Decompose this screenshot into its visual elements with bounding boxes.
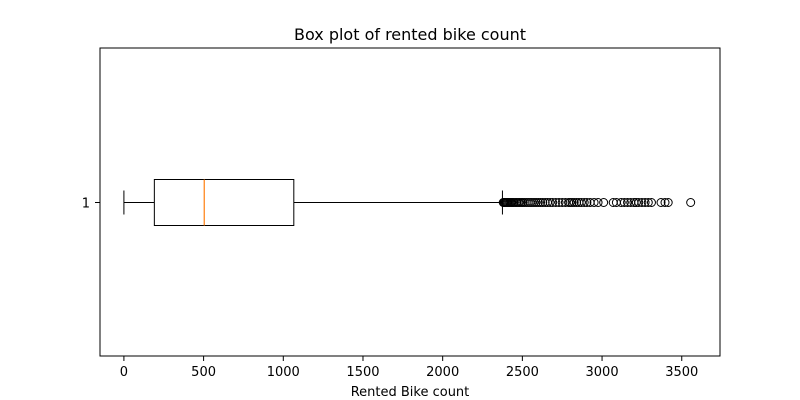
outlier-point	[567, 198, 577, 207]
x-tick-label: 1500	[346, 365, 379, 380]
outlier-point	[531, 198, 541, 207]
outlier-point	[529, 198, 539, 207]
outlier-point	[569, 198, 579, 207]
box-series	[123, 179, 696, 226]
x-tick-label: 2500	[506, 365, 539, 380]
outlier-point	[623, 198, 633, 207]
outlier-point	[527, 198, 537, 207]
outlier-point	[576, 198, 586, 207]
outlier-point	[593, 198, 603, 207]
chart-title: Box plot of rented bike count	[294, 25, 526, 44]
outlier-point	[551, 198, 561, 207]
outlier-point	[589, 198, 599, 207]
outlier-point	[545, 198, 555, 207]
outlier-point	[579, 198, 589, 207]
outlier-point	[582, 198, 592, 207]
outlier-point	[663, 198, 673, 207]
outlier-point	[686, 198, 696, 207]
x-axis: 0 500 1000 1500 2000 2500 3000 3500	[120, 356, 698, 380]
x-tick-label: 0	[120, 365, 128, 380]
outlier-point	[616, 198, 626, 207]
outlier-point	[599, 198, 609, 207]
outlier-point	[540, 198, 550, 207]
x-tick-label: 2000	[426, 365, 459, 380]
x-tick-label: 500	[191, 365, 216, 380]
x-tick-label: 1000	[267, 365, 300, 380]
y-tick-label: 1	[82, 197, 90, 212]
outlier-point	[538, 198, 548, 207]
outlier-point	[631, 198, 641, 207]
outlier-point	[536, 198, 546, 207]
outlier-point	[640, 198, 650, 207]
outlier-point	[533, 198, 543, 207]
outlier-point	[646, 198, 656, 207]
outlier-point	[643, 198, 653, 207]
x-tick-label: 3000	[586, 365, 619, 380]
outlier-point	[637, 198, 647, 207]
outlier-point	[619, 198, 629, 207]
outlier-point	[554, 198, 564, 207]
x-axis-label: Rented Bike count	[351, 385, 470, 400]
outlier-point	[560, 198, 570, 207]
outlier-point	[656, 198, 666, 207]
x-tick-label: 3500	[665, 365, 698, 380]
outlier-point	[634, 198, 644, 207]
outlier-point	[660, 198, 670, 207]
y-axis: 1	[82, 197, 100, 212]
iqr-box	[153, 179, 295, 226]
outlier-point	[548, 198, 558, 207]
